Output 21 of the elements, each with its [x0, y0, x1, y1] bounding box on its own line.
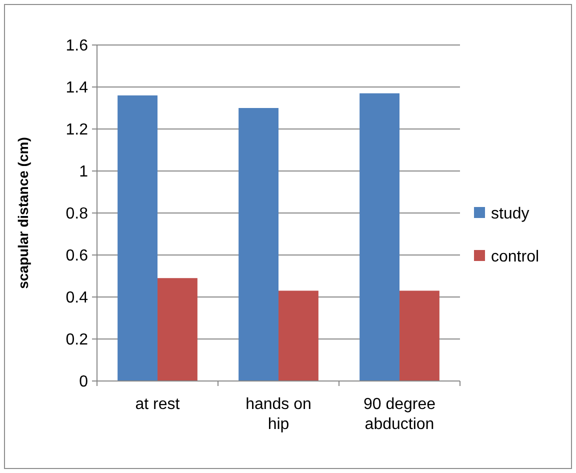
y-tick-label: 0 [79, 374, 88, 391]
y-tick-label: 0.8 [66, 206, 88, 223]
y-tick-label: 1.6 [66, 38, 88, 55]
y-tick-label: 1 [79, 164, 88, 181]
y-tick-label: 1.4 [66, 80, 88, 97]
y-tick-label: 1.2 [66, 122, 88, 139]
y-tick-label: 0.2 [66, 332, 88, 349]
bar [238, 108, 278, 381]
y-tick-label: 0.4 [66, 290, 88, 307]
y-axis-title: scapular distance (cm) [15, 137, 31, 289]
bar [158, 278, 198, 381]
x-tick-label: hands on hip [246, 396, 312, 433]
bar [400, 290, 440, 381]
bar [278, 290, 318, 381]
bar [118, 95, 158, 381]
legend-label: study [491, 206, 530, 223]
bar [360, 93, 400, 381]
x-tick-label: at rest [135, 396, 180, 413]
y-tick-label: 0.6 [66, 248, 88, 265]
x-tick-label: 90 degree abduction [363, 396, 436, 433]
legend-label: control [491, 248, 540, 266]
